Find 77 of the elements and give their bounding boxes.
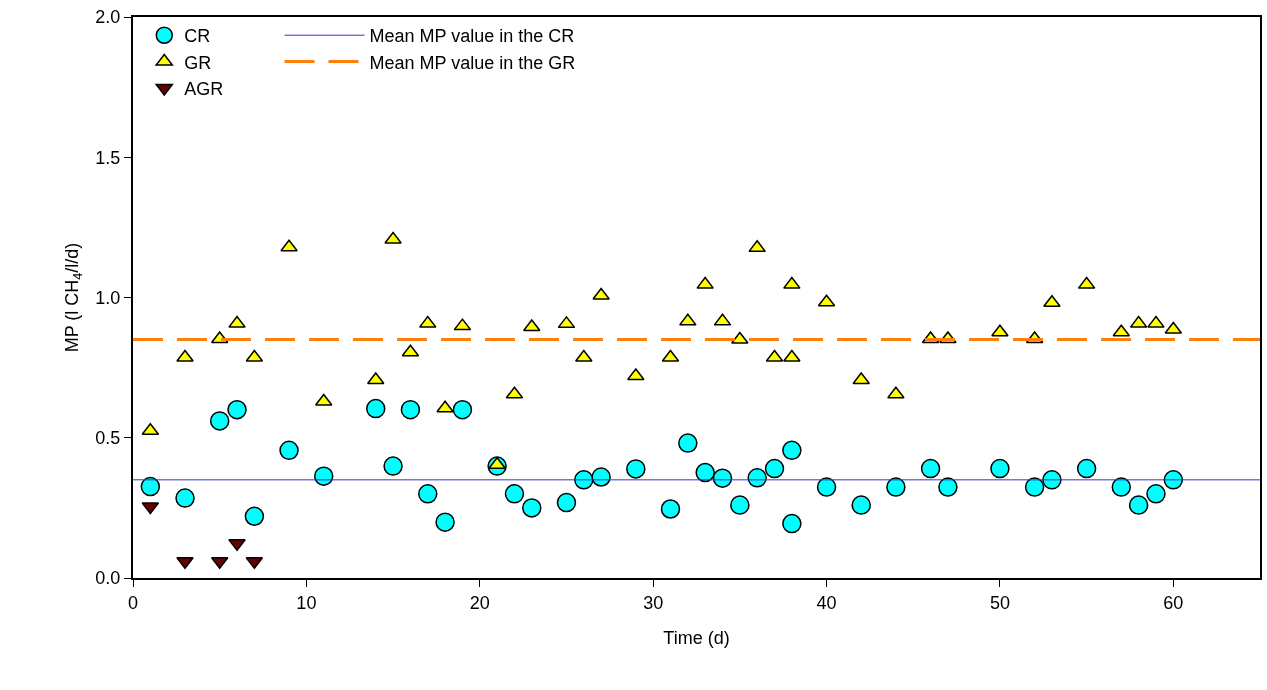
- legend-label: AGR: [184, 79, 224, 100]
- point: [920, 458, 941, 479]
- point: [1042, 470, 1062, 490]
- point: [418, 484, 438, 504]
- point: [209, 411, 230, 431]
- point: [782, 513, 802, 534]
- x-tick-label: 10: [296, 592, 317, 613]
- point: [400, 399, 421, 420]
- point: [175, 488, 195, 508]
- point: [886, 477, 906, 497]
- point: [244, 506, 265, 527]
- point: [366, 398, 386, 419]
- point: [764, 458, 785, 479]
- point: [1146, 484, 1166, 504]
- point: [730, 495, 750, 515]
- x-axis-title: Time (d): [663, 628, 730, 649]
- point: [228, 315, 246, 328]
- point: [176, 349, 194, 362]
- point: [747, 468, 767, 488]
- y-tick-label: 2.0: [95, 7, 121, 28]
- point: [816, 477, 837, 497]
- point: [679, 313, 697, 326]
- point: [938, 477, 958, 497]
- point: [504, 484, 525, 504]
- y-tick-label: 1.0: [95, 287, 121, 308]
- point: [1163, 470, 1184, 490]
- point: [887, 386, 905, 399]
- point: [384, 231, 402, 244]
- point: [696, 276, 714, 289]
- legend-label: CR: [184, 26, 211, 47]
- point: [695, 462, 715, 483]
- y-tick-label: 0.0: [95, 568, 121, 589]
- y-tick-label: 1.5: [95, 147, 121, 168]
- point: [435, 512, 455, 532]
- point: [1147, 315, 1165, 328]
- point: [783, 349, 801, 362]
- point: [1024, 477, 1045, 497]
- point: [574, 470, 594, 490]
- point: [452, 399, 473, 420]
- x-tick-label: 0: [127, 592, 139, 613]
- point: [990, 458, 1010, 479]
- point: [782, 440, 802, 461]
- point: [383, 456, 403, 476]
- point: [280, 239, 298, 252]
- point: [488, 456, 506, 469]
- point: [227, 399, 247, 420]
- x-tick-label: 40: [816, 592, 837, 613]
- point: [436, 400, 454, 413]
- point: [851, 495, 871, 515]
- point: [522, 498, 542, 518]
- legend-label: Mean MP value in the CR: [369, 26, 575, 47]
- x-tick-label: 20: [469, 592, 490, 613]
- point: [313, 466, 334, 486]
- x-tick-label: 50: [989, 592, 1010, 613]
- point: [228, 538, 246, 551]
- point: [1128, 495, 1149, 515]
- legend-label: Mean MP value in the GR: [369, 52, 576, 73]
- point: [712, 468, 733, 488]
- x-tick-label: 30: [643, 592, 664, 613]
- point: [1043, 295, 1061, 308]
- point: [556, 492, 577, 513]
- x-tick-label: 60: [1163, 592, 1184, 613]
- point: [592, 287, 610, 300]
- point: [591, 467, 611, 487]
- point: [783, 276, 801, 289]
- point: [731, 331, 749, 344]
- point: [1076, 458, 1097, 479]
- point: [176, 556, 194, 569]
- point: [991, 324, 1009, 337]
- point: [626, 459, 646, 479]
- point: [140, 476, 161, 497]
- point: [1111, 477, 1132, 497]
- legend-label: GR: [184, 52, 212, 73]
- point: [678, 433, 698, 453]
- y-tick-label: 0.5: [95, 428, 121, 449]
- point: [279, 440, 299, 461]
- point: [660, 499, 681, 519]
